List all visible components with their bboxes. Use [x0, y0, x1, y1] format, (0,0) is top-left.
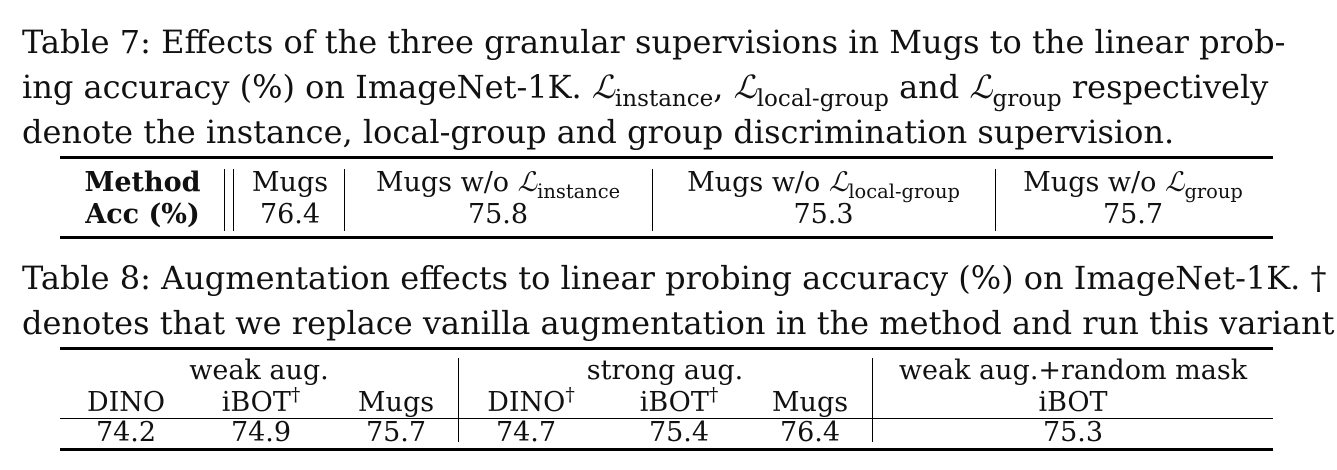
table8-value-mugs-strong: 76.4: [779, 417, 841, 448]
table8-group-weak-mask: weak aug.+random mask: [898, 355, 1248, 386]
table8-method-mugs-strong: Mugs: [771, 387, 849, 418]
table7-col-divider-3: [995, 169, 996, 231]
table8-caption-line2: denotes that we replace vanilla augmenta…: [22, 304, 1337, 342]
table8-bottom-rule: [60, 448, 1273, 451]
table7-col2-method: Mugs w/o ℒinstance: [352, 167, 644, 202]
loss-symbol: ℒ: [828, 167, 849, 198]
table8-caption-line1: Table 8: Augmentation effects to linear …: [22, 259, 1327, 297]
table7-top-rule: [60, 156, 1273, 159]
loss-group-sub: group: [1184, 179, 1243, 203]
table8-value-ibot-weak: 74.9: [230, 417, 292, 448]
method-label: DINO: [487, 387, 566, 418]
table7-header-divider-a: [224, 169, 225, 231]
table8-group-strong: strong aug.: [586, 355, 744, 386]
table8-method-ibot-strong: iBOT†: [618, 385, 740, 418]
table8-method-ibot-mask: iBOT: [1038, 387, 1108, 418]
dagger-mark: †: [708, 383, 719, 406]
table7-col3-method: Mugs w/o ℒlocal-group: [660, 167, 987, 202]
method-label: iBOT: [639, 387, 709, 418]
table8-method-ibot: iBOT†: [200, 385, 322, 418]
loss-symbol: ℒ: [969, 68, 993, 106]
loss-instance-sub: instance: [614, 86, 714, 113]
table8-value-ibot-mask: 75.3: [1042, 417, 1104, 448]
caption-separator: ,: [713, 68, 724, 106]
loss-local-group-sub: local-group: [756, 86, 889, 113]
loss-group-sub: group: [992, 86, 1062, 113]
table7-col4-method: Mugs w/o ℒgroup: [1003, 167, 1263, 202]
table8-mid-rule: [60, 418, 1273, 419]
loss-symbol: ℒ: [733, 68, 757, 106]
table8-value-dino-weak: 74.2: [95, 417, 157, 448]
caption-and: and: [899, 68, 960, 106]
table7-caption-line2-suffix: respectively: [1071, 68, 1269, 106]
table8-caption: Table 8: Augmentation effects to linear …: [22, 256, 1337, 346]
table8-value-ibot-strong: 75.4: [648, 417, 710, 448]
table7-col2-acc: 75.8: [467, 199, 529, 230]
loss-symbol: ℒ: [1164, 167, 1185, 198]
table7-col1-acc: 76.4: [259, 199, 321, 230]
table8-group-divider-1: [458, 358, 459, 442]
table8-method-mugs: Mugs: [357, 387, 435, 418]
table7-col1-method: Mugs: [251, 167, 329, 198]
table8-group-divider-2: [872, 358, 873, 442]
loss-symbol: ℒ: [591, 68, 615, 106]
dagger-mark: †: [565, 383, 575, 406]
method-prefix: Mugs w/o: [375, 167, 510, 198]
dagger-mark: †: [290, 383, 301, 406]
table8-value-dino-strong: 74.7: [495, 417, 557, 448]
method-label: iBOT: [221, 387, 291, 418]
table8-method-dino: DINO: [86, 387, 166, 418]
table8-group-weak: weak aug.: [189, 355, 329, 386]
loss-local-group-sub: local-group: [848, 179, 960, 203]
method-prefix: Mugs w/o: [687, 167, 821, 198]
table7-bottom-rule: [60, 236, 1273, 239]
table7-caption-line2: ing accuracy (%) on ImageNet-1K. ℒinstan…: [22, 65, 1312, 113]
table8-method-dino-strong: DINO†: [470, 385, 592, 418]
table7-caption-line3: denote the instance, local-group and gro…: [22, 113, 1175, 151]
table7-row-header-acc: Acc (%): [85, 199, 200, 230]
table7-caption-line2-prefix: ing accuracy (%) on ImageNet-1K.: [22, 68, 582, 106]
table7-col3-acc: 75.3: [793, 199, 854, 230]
loss-instance-sub: instance: [537, 179, 621, 203]
table8-value-mugs-weak: 75.7: [365, 417, 427, 448]
loss-symbol: ℒ: [517, 167, 538, 198]
table7-caption: Table 7: Effects of the three granular s…: [22, 20, 1312, 155]
table8-top-rule: [60, 347, 1273, 350]
method-prefix: Mugs w/o: [1023, 167, 1157, 198]
table7-col4-acc: 75.7: [1102, 199, 1164, 230]
table7-col-divider-2: [652, 169, 653, 231]
table7-caption-line1: Table 7: Effects of the three granular s…: [22, 23, 1286, 61]
table7-col-divider-1: [344, 169, 345, 231]
table7-row-header-method: Method: [84, 167, 201, 198]
table7-header-divider-b: [233, 169, 234, 231]
